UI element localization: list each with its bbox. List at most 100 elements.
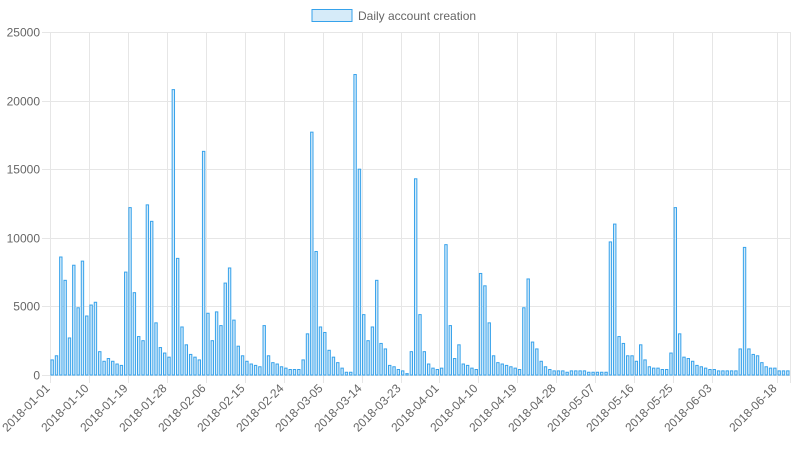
bar[interactable] xyxy=(405,373,409,376)
bar[interactable] xyxy=(565,371,569,376)
bar[interactable] xyxy=(448,325,452,376)
bar[interactable] xyxy=(777,370,781,376)
bar[interactable] xyxy=(465,364,470,376)
bar[interactable] xyxy=(206,312,210,376)
bar[interactable] xyxy=(171,89,176,376)
bar[interactable] xyxy=(145,204,150,376)
bar[interactable] xyxy=(695,364,699,376)
bar[interactable] xyxy=(630,355,634,376)
bar[interactable] xyxy=(708,369,712,376)
bar[interactable] xyxy=(491,355,496,376)
bar[interactable] xyxy=(608,241,613,376)
bar[interactable] xyxy=(431,367,435,376)
bar[interactable] xyxy=(673,207,678,376)
bar[interactable] xyxy=(128,207,132,376)
bar[interactable] xyxy=(725,370,729,376)
bar[interactable] xyxy=(435,369,439,376)
bar[interactable] xyxy=(786,370,790,376)
bar[interactable] xyxy=(764,366,768,376)
bar[interactable] xyxy=(379,342,383,376)
bar[interactable] xyxy=(552,370,556,376)
bar[interactable] xyxy=(461,363,465,376)
bar[interactable] xyxy=(284,367,288,376)
bar[interactable] xyxy=(470,367,474,376)
bar[interactable] xyxy=(370,326,375,376)
bar[interactable] xyxy=(712,369,716,376)
bar[interactable] xyxy=(275,363,279,376)
bar[interactable] xyxy=(634,360,639,376)
bar[interactable] xyxy=(690,360,695,376)
bar[interactable] xyxy=(626,355,630,376)
bar[interactable] xyxy=(98,351,102,376)
bar[interactable] xyxy=(781,370,786,376)
bar[interactable] xyxy=(124,271,128,376)
bar[interactable] xyxy=(72,264,76,376)
bar[interactable] xyxy=(613,223,617,376)
bar[interactable] xyxy=(444,244,448,376)
bar[interactable] xyxy=(686,358,690,376)
bar[interactable] xyxy=(768,367,773,376)
bar[interactable] xyxy=(517,369,522,376)
bar[interactable] xyxy=(513,367,517,376)
bar[interactable] xyxy=(271,362,275,376)
bar[interactable] xyxy=(426,363,431,376)
bar[interactable] xyxy=(647,366,652,376)
bar[interactable] xyxy=(457,344,461,376)
bar[interactable] xyxy=(504,364,509,376)
bar[interactable] xyxy=(297,369,301,376)
bar[interactable] xyxy=(703,367,708,376)
bar[interactable] xyxy=(396,369,401,376)
bar[interactable] xyxy=(543,366,548,376)
bar[interactable] xyxy=(617,336,621,376)
legend[interactable]: Daily account creation xyxy=(311,9,476,23)
bar[interactable] xyxy=(773,367,777,376)
bar[interactable] xyxy=(197,359,201,376)
bar[interactable] xyxy=(478,272,483,376)
bar[interactable] xyxy=(392,366,396,376)
bar[interactable] xyxy=(327,349,331,376)
bar[interactable] xyxy=(323,331,327,376)
bar[interactable] xyxy=(729,370,734,376)
bar[interactable] xyxy=(418,314,422,376)
bar[interactable] xyxy=(180,326,184,376)
bar[interactable] xyxy=(54,355,59,376)
bar[interactable] xyxy=(366,340,370,376)
bar[interactable] xyxy=(318,326,323,376)
bar[interactable] xyxy=(132,292,137,376)
bar[interactable] xyxy=(258,366,262,376)
bar[interactable] xyxy=(716,370,721,376)
bar[interactable] xyxy=(67,337,72,376)
bar[interactable] xyxy=(102,360,106,376)
bar[interactable] xyxy=(249,363,253,376)
bar[interactable] xyxy=(188,353,193,376)
bar[interactable] xyxy=(474,369,478,376)
bar[interactable] xyxy=(59,256,63,376)
bar[interactable] xyxy=(388,364,392,376)
bar[interactable] xyxy=(63,279,67,376)
bar[interactable] xyxy=(660,369,665,376)
bar[interactable] xyxy=(747,348,751,376)
bar[interactable] xyxy=(279,366,284,376)
bar[interactable] xyxy=(496,362,500,376)
bar[interactable] xyxy=(669,352,673,376)
bar[interactable] xyxy=(591,371,595,376)
bar[interactable] xyxy=(193,356,197,376)
bar[interactable] xyxy=(175,257,180,376)
bar[interactable] xyxy=(561,370,565,376)
bar[interactable] xyxy=(682,356,686,376)
bar[interactable] xyxy=(106,358,111,376)
bar[interactable] xyxy=(214,311,219,376)
bar[interactable] xyxy=(80,260,85,376)
bar[interactable] xyxy=(401,370,405,376)
bar[interactable] xyxy=(656,367,660,376)
bar[interactable] xyxy=(137,336,141,376)
bar[interactable] xyxy=(643,359,647,376)
bar[interactable] xyxy=(595,371,600,376)
bar[interactable] xyxy=(240,355,245,376)
bar[interactable] xyxy=(587,371,591,376)
bar[interactable] xyxy=(154,322,158,376)
bar[interactable] xyxy=(93,301,98,376)
bar[interactable] xyxy=(141,340,145,376)
bar[interactable] xyxy=(383,348,388,376)
bar[interactable] xyxy=(201,150,206,376)
